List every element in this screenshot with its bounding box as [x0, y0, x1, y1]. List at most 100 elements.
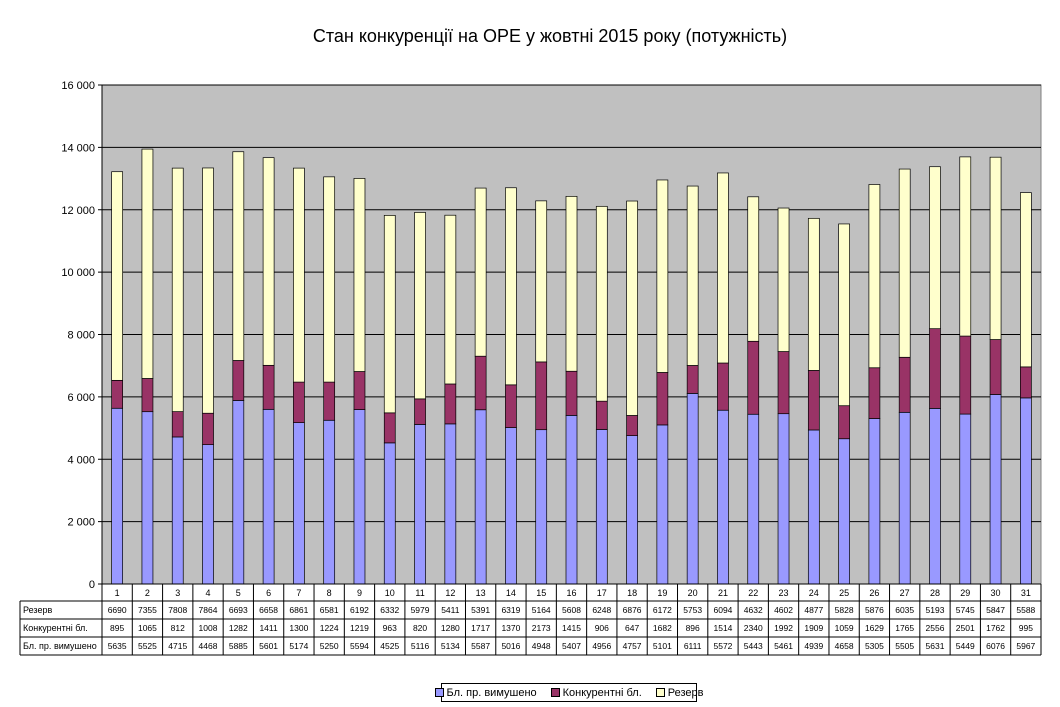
- data-label: 6332: [380, 605, 399, 615]
- data-label: 647: [625, 623, 639, 633]
- bar-segment-competitive: [414, 398, 426, 425]
- x-tick-label: 11: [415, 588, 424, 598]
- x-tick-label: 8: [327, 588, 332, 598]
- y-tick-label: 10 000: [61, 267, 95, 279]
- data-label: 5847: [986, 605, 1005, 615]
- data-label: 5601: [259, 641, 278, 651]
- bar-segment-forced: [202, 444, 214, 585]
- data-label: 5745: [956, 605, 975, 615]
- y-tick-label: 8 000: [67, 330, 95, 342]
- x-tick-label: 31: [1021, 588, 1031, 598]
- bar-segment-competitive: [171, 411, 184, 438]
- bar-segment-competitive: [444, 383, 457, 425]
- data-label: 995: [1019, 623, 1033, 633]
- bar-segment-competitive: [505, 384, 517, 428]
- bar-segment-forced: [929, 408, 941, 585]
- bar-segment-competitive: [868, 367, 881, 419]
- data-label: 1370: [501, 623, 520, 633]
- data-label: 5250: [320, 641, 339, 651]
- bar-segment-competitive: [232, 360, 245, 401]
- data-label: 7808: [168, 605, 187, 615]
- bar-segment-forced: [444, 423, 457, 585]
- data-label: 5305: [865, 641, 884, 651]
- bar-segment-competitive: [383, 412, 396, 444]
- data-label: 5411: [441, 605, 460, 615]
- bar-segment-forced: [807, 429, 820, 585]
- x-tick-label: 10: [385, 588, 395, 598]
- legend-item-forced: Бл. пр. вимушено: [434, 687, 537, 699]
- bar-segment-reserve: [717, 172, 729, 364]
- data-label: 5016: [501, 641, 520, 651]
- bar-segment-forced: [505, 427, 517, 585]
- bar-segment-competitive: [111, 380, 124, 409]
- x-tick-label: 15: [536, 588, 546, 598]
- x-tick-label: 18: [627, 588, 637, 598]
- data-label: 963: [383, 623, 397, 633]
- x-tick-label: 22: [748, 588, 758, 598]
- bar-segment-reserve: [505, 187, 517, 386]
- bar-segment-reserve: [414, 212, 426, 400]
- data-label: 1300: [289, 623, 308, 633]
- bar-segment-forced: [232, 400, 245, 585]
- data-label: 5174: [289, 641, 308, 651]
- data-label: 1682: [653, 623, 672, 633]
- bar-segment-reserve: [959, 156, 972, 337]
- data-label: 6248: [592, 605, 611, 615]
- bar-segment-competitive: [959, 335, 972, 415]
- legend-item-reserve: Резерв: [655, 687, 704, 699]
- bar-segment-competitive: [262, 364, 275, 410]
- bar-segment-competitive: [898, 356, 911, 413]
- bar-segment-competitive: [656, 372, 669, 426]
- bar-segment-competitive: [717, 362, 729, 411]
- data-label: 1415: [562, 623, 581, 633]
- bar-segment-reserve: [383, 215, 396, 414]
- data-label: 6861: [289, 605, 308, 615]
- y-tick-label: 16 000: [61, 80, 95, 92]
- y-tick-label: 6 000: [67, 392, 95, 404]
- bar-segment-competitive: [626, 415, 638, 436]
- x-tick-label: 24: [809, 588, 819, 598]
- x-tick-label: 20: [688, 588, 698, 598]
- data-label: 5391: [471, 605, 490, 615]
- data-label: 5828: [835, 605, 854, 615]
- bar-segment-reserve: [565, 195, 578, 372]
- data-label: 1909: [804, 623, 823, 633]
- bar-segment-competitive: [686, 365, 699, 394]
- data-label: 5443: [744, 641, 763, 651]
- data-label: 5525: [138, 641, 157, 651]
- x-tick-label: 4: [206, 588, 211, 598]
- data-label: 5588: [1016, 605, 1035, 615]
- data-label: 820: [413, 623, 427, 633]
- data-label: 1224: [320, 623, 339, 633]
- data-label: 1992: [774, 623, 793, 633]
- bar-segment-reserve: [111, 171, 124, 381]
- data-label: 1629: [865, 623, 884, 633]
- bar-segment-forced: [293, 422, 305, 585]
- x-tick-label: 6: [266, 588, 271, 598]
- bar-segment-reserve: [989, 156, 1002, 340]
- bar-segment-forced: [171, 436, 184, 585]
- data-label: 5979: [411, 605, 430, 615]
- data-label: 2340: [744, 623, 763, 633]
- bar-segment-reserve: [595, 205, 608, 402]
- y-tick-label: 0: [89, 579, 95, 591]
- bar-segment-forced: [383, 442, 396, 585]
- x-tick-label: 13: [476, 588, 486, 598]
- data-label: 4602: [774, 605, 793, 615]
- bar-segment-competitive: [838, 405, 850, 440]
- bar-segment-forced: [747, 413, 760, 585]
- data-label: 6693: [229, 605, 248, 615]
- bar-segment-reserve: [293, 167, 305, 383]
- table-row-label: Бл. пр. вимушено: [23, 641, 97, 651]
- chart-title: Стан конкуренції на ОРЕ у жовтні 2015 ро…: [312, 26, 788, 46]
- bar-segment-forced: [868, 418, 881, 585]
- bar-segment-competitive: [565, 370, 578, 416]
- bar-segment-competitive: [141, 378, 154, 413]
- bar-segment-competitive: [474, 355, 487, 411]
- data-label: 2501: [956, 623, 975, 633]
- bar-segment-competitive: [595, 400, 608, 430]
- bar-segment-competitive: [323, 381, 336, 421]
- table-row-label: Резерв: [23, 605, 52, 615]
- bar-segment-reserve: [686, 185, 699, 366]
- bar-segment-competitive: [293, 381, 305, 423]
